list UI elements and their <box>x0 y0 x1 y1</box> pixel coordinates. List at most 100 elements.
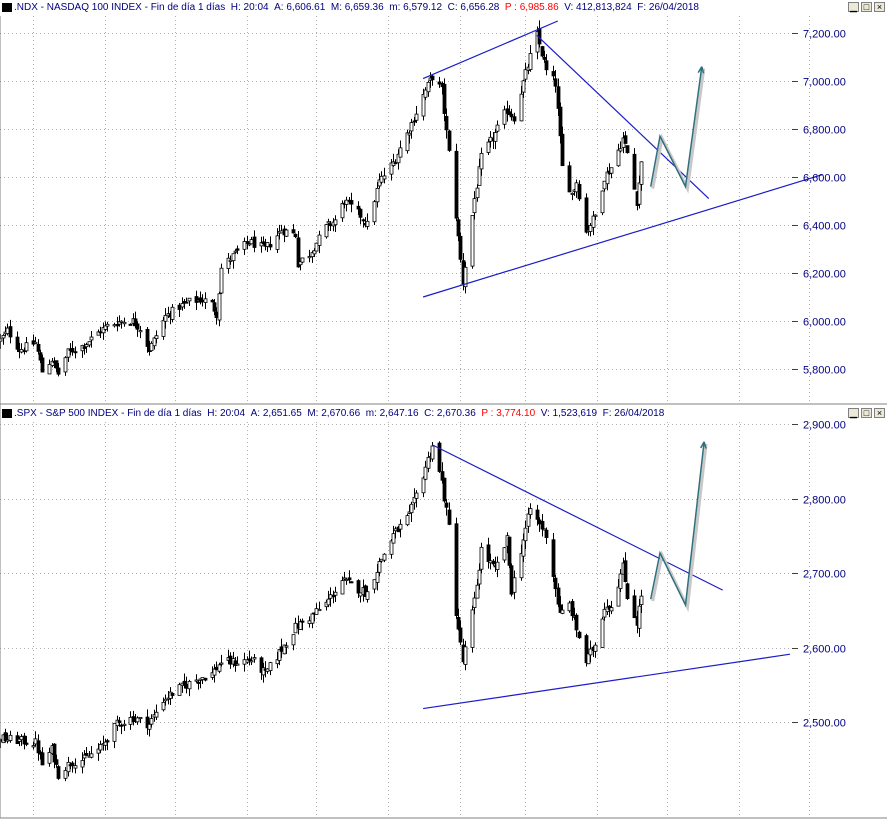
candle-body <box>268 244 273 248</box>
x-axis-strip <box>0 818 887 833</box>
support-line[interactable] <box>422 174 823 298</box>
candle-body <box>584 635 589 664</box>
spx-a: A: 2,651.65 <box>250 408 302 419</box>
ndx-maximize-button[interactable]: □ <box>861 2 872 12</box>
candle-body <box>600 618 605 648</box>
candle-body <box>112 722 117 742</box>
ndx-minimize-button[interactable]: ▁ <box>848 2 859 12</box>
candle-body <box>163 698 168 702</box>
y-tick-label: 2,800.00 <box>803 495 846 507</box>
candle-body <box>523 527 528 542</box>
candle-body <box>440 471 445 481</box>
candle-body <box>456 219 461 237</box>
candle-body <box>540 521 545 530</box>
projection-arrow[interactable] <box>649 441 705 608</box>
candle-body <box>491 560 496 565</box>
candle-body <box>128 323 133 326</box>
candle-body <box>542 56 547 60</box>
spx-title: .SPX - S&P 500 INDEX - Fin de día 1 días <box>14 408 202 419</box>
trend-annotations <box>422 20 823 710</box>
candle-body <box>493 132 498 142</box>
candle-body <box>119 320 124 323</box>
ndx-v: V: 412,813,824 <box>564 2 632 13</box>
candle-body <box>605 171 610 185</box>
candle-body <box>203 677 208 681</box>
candle-body <box>314 608 319 615</box>
candle-body <box>112 324 117 327</box>
candle-body <box>375 187 380 203</box>
candle-body <box>249 239 254 245</box>
candle-body <box>639 161 644 185</box>
candle-body <box>519 93 524 122</box>
candle-body <box>382 553 387 561</box>
spx-close-button[interactable]: × <box>874 408 885 418</box>
candle-body <box>300 257 305 263</box>
candle-body <box>247 658 252 661</box>
candle-body <box>463 646 468 665</box>
candle-body <box>82 754 87 759</box>
candle-body <box>40 357 45 373</box>
candle-body <box>553 577 558 590</box>
candle-body <box>495 124 500 132</box>
candle-body <box>326 598 331 606</box>
candle-body <box>495 561 500 571</box>
spx-maximize-button[interactable]: □ <box>861 408 872 418</box>
candle-body <box>70 348 75 353</box>
spx-series-marker-icon <box>2 408 12 418</box>
candle-body <box>486 141 491 153</box>
candle-body <box>509 565 514 595</box>
ndx-m: M: 6,659.36 <box>330 2 384 13</box>
candle-body <box>291 229 296 234</box>
candle-body <box>574 614 579 631</box>
candle-body <box>521 539 526 557</box>
falling-line[interactable] <box>432 444 723 591</box>
candle-body <box>196 681 201 684</box>
candle-body <box>437 81 442 85</box>
candle-body <box>507 536 512 566</box>
candle-body <box>625 583 630 600</box>
candle-body <box>414 113 419 121</box>
support-line[interactable] <box>423 653 791 710</box>
candle-body <box>138 330 143 333</box>
projection-arrow[interactable] <box>649 66 703 190</box>
candle-body <box>312 250 317 255</box>
spx-minimize-button[interactable]: ▁ <box>848 408 859 418</box>
candle-body <box>591 215 596 228</box>
candle-body <box>479 546 484 570</box>
candle-body <box>472 597 477 609</box>
candle-body <box>307 620 312 624</box>
candle-body <box>463 266 468 288</box>
candle-body <box>623 135 628 144</box>
candle-body <box>293 233 298 238</box>
candle-body <box>314 242 319 252</box>
candle-body <box>344 579 349 582</box>
candle-body <box>560 133 565 167</box>
candle-body <box>382 175 387 180</box>
candle-body <box>637 182 642 205</box>
candle-body <box>521 80 526 93</box>
candle-body <box>180 303 185 308</box>
candle-body <box>184 301 189 304</box>
candle-body <box>639 595 644 605</box>
candle-body <box>154 335 159 339</box>
candle-body <box>421 477 426 494</box>
candle-body <box>284 645 289 648</box>
falling-line[interactable] <box>536 34 710 200</box>
resistance-line[interactable] <box>422 20 559 80</box>
candle-body <box>170 692 175 696</box>
candle-body <box>24 742 29 745</box>
candle-body <box>593 214 598 217</box>
candle-body <box>15 336 20 350</box>
candle-body <box>226 257 231 269</box>
candle-body <box>105 740 110 743</box>
candle-body <box>393 528 398 532</box>
candle-body <box>296 237 301 268</box>
candle-body <box>219 267 224 294</box>
ndx-close-button[interactable]: × <box>874 2 885 12</box>
candle-body <box>358 592 363 597</box>
candle-body <box>340 203 345 219</box>
candle-body <box>8 326 13 338</box>
candle-body <box>379 558 384 562</box>
candle-body <box>56 367 61 375</box>
